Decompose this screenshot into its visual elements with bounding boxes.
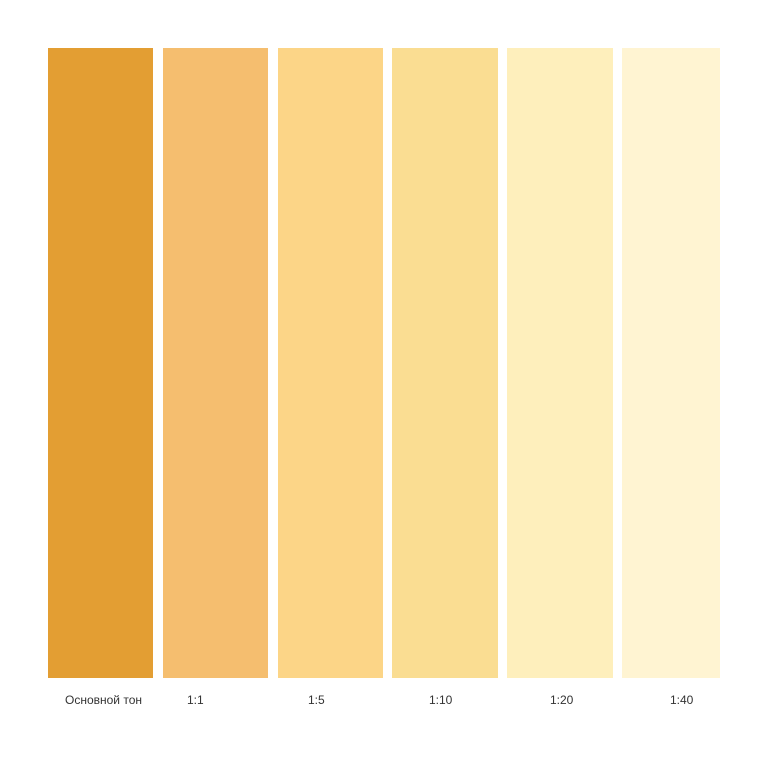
swatch-1-40	[622, 48, 720, 678]
swatch-1-1	[163, 48, 268, 678]
swatch-label: 1:10	[429, 693, 453, 707]
swatch-label: 1:40	[670, 693, 694, 707]
swatch-label: 1:5	[308, 693, 325, 707]
swatch-label: 1:20	[550, 693, 574, 707]
swatch-1-10	[392, 48, 498, 678]
swatch-1-5	[278, 48, 383, 678]
swatch-1-20	[507, 48, 613, 678]
swatch-label: 1:1	[187, 693, 204, 707]
swatch-label: Основной тон	[65, 693, 143, 707]
swatch-base-tone	[48, 48, 153, 678]
